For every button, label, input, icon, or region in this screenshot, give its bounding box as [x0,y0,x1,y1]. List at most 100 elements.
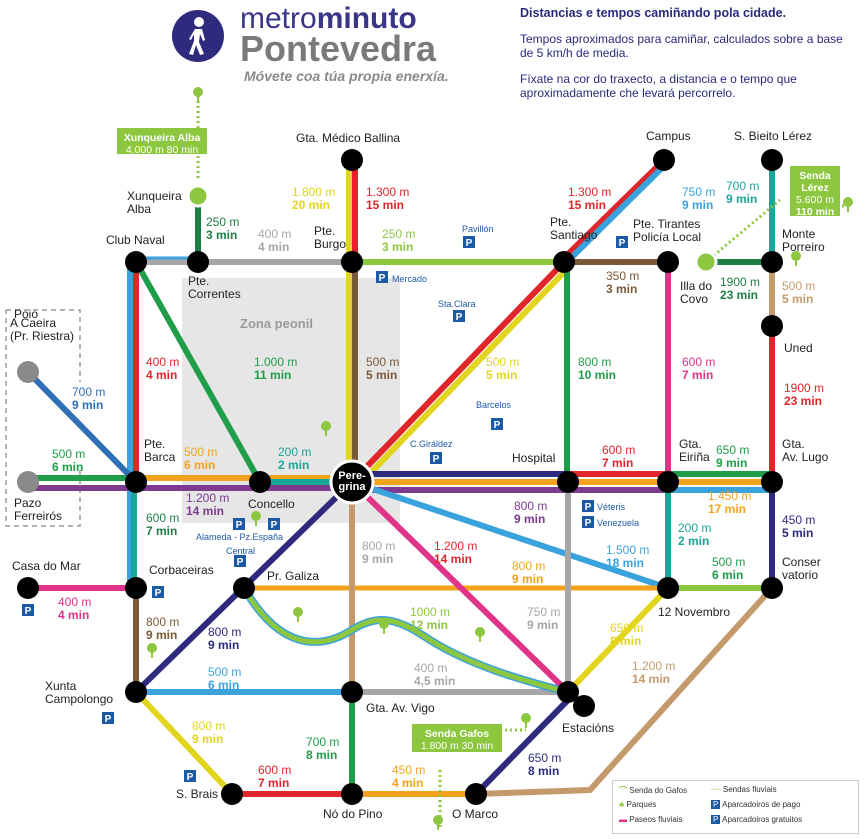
station-label-gta-eirina: Gta. Eiriña [679,437,710,464]
line-blue-peregrina-doce [351,479,669,591]
route-label-r45: 1.200 m 14 min [632,659,675,686]
parking-icon [102,712,114,724]
route-label-r16: 800 m 10 min [578,355,616,382]
stop-s-brais [221,783,243,805]
station-label-pte-correntes: Pte. Correntes [188,274,241,301]
brand-line2: Pontevedra [240,28,437,69]
parking-icon [233,518,245,530]
stop-peregrina [329,459,375,505]
tree-trunk [255,520,257,526]
station-label-pte-barca: Pte. Barca [144,437,176,464]
stop-pazo [17,471,39,493]
tree-icon [521,713,531,723]
parking-icon-glyph: P [379,273,386,284]
stop-caeira [17,361,39,383]
poi-sta_clara: Sta.Clara [438,299,476,309]
stop-monte-porreiro [761,251,783,273]
route-label-r39: 1000 m 12 min [410,605,450,632]
tree-icon [321,421,331,431]
stop-estacions-bus [557,681,579,703]
route-label-r18: 1900 m 23 min [784,381,824,408]
senda-gafos-box-text: 1.800 m 30 min [421,740,494,752]
station-label-pr-galiza: Pr. Galiza [267,569,319,583]
xunqueira-alba-box-text: Xunqueira Alba [124,132,201,144]
route-label-r29: 1.450 m 17 min [708,489,751,516]
station-label-illa-covo: Illa do Covo [680,279,712,306]
tree-trunk [795,260,797,266]
stop-club-naval [125,251,147,273]
stop-conservatorio [761,577,783,599]
tree-icon [433,815,443,825]
tree-icon [475,627,485,637]
tree-icon: ♣ [619,800,627,809]
stop-o-marco [465,783,487,805]
station-label-s-brais: S. Brais [176,787,218,801]
station-label-casa-mar: Casa do Mar [12,559,81,573]
stop-pte-burgo [341,251,363,273]
parking-icon [491,418,503,430]
legend: ⌒ Senda do Gafos ♣ Parques ▬ Paseos fluv… [612,780,859,834]
parking-icon-glyph: P [155,588,162,599]
tree-trunk [197,96,199,102]
stop-pr-galiza [233,577,255,599]
station-label-xunqueira: Xunqueira Alba [127,189,182,216]
tree-trunk [847,206,849,212]
route-label-r26: 1.200 m 14 min [186,491,229,518]
parking-icon: P [711,800,721,809]
parking-icon [268,518,280,530]
stop-uned [761,315,783,337]
tree-icon [843,197,853,207]
parking-icon-glyph: P [585,518,592,529]
poi-alameda: Alameda - Pz.España [196,532,283,542]
stop-s-bieito [761,149,783,171]
parking-icon-glyph: P [619,238,626,249]
xunqueira-alba-box [117,128,207,154]
route-label-r44: 400 m 4,5 min [414,661,455,688]
line-yellow-doce-estacions [565,585,671,695]
poi-pavillon: Pavillón [462,224,494,234]
station-label-no-pino: Nó do Pino [323,807,383,821]
parking-icon-glyph: P [494,420,501,431]
route-label-r32: 1.200 m 14 min [434,539,477,566]
tree-trunk [383,628,385,634]
station-label-peregrina: Pere-grina [338,470,366,493]
tree-trunk [325,430,327,436]
stop-concello [249,471,271,493]
legend-gratis: P Aparcadoiros gratuitos [711,815,803,824]
tree-trunk [151,652,153,658]
senda-gafos-box [412,724,502,752]
route-label-r4: 1.300 m 15 min [366,185,409,212]
line-blue-santiago-campus [564,157,673,265]
line-yellow-xunta-brais [133,689,235,797]
poi-veteris: Véteris [597,502,626,512]
parking-icon [152,586,164,598]
stop-corbaceiras [125,577,147,599]
stop-pte-santiago [553,251,575,273]
stop-campus [653,149,675,171]
station-label-gta-medico: Gta. Médico Ballina [296,131,400,145]
poi-venezuela: Venezuela [597,518,639,528]
station-label-s-bieito: S. Bieito Lérez [734,129,812,143]
parking-icon [22,604,34,616]
line-tan-conserv-marco [475,585,775,797]
station-label-pte-burgo: Pte. Burgo [314,224,346,251]
stop-no-pino [341,783,363,805]
tree-icon [193,87,203,97]
parking-icon [616,236,628,248]
station-label-club-naval: Club Naval [106,233,165,247]
